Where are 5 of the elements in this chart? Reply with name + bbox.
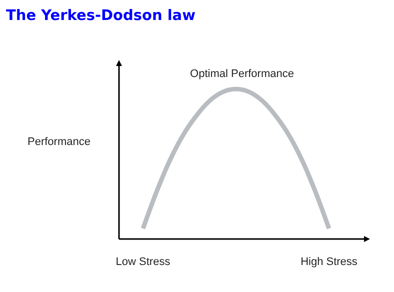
x-tick-label: High Stress [300,256,358,268]
y-axis-title: Performance [28,136,90,148]
text: Optimal Performance [190,68,294,80]
x-tick-label: Low Stress [116,256,171,268]
chart-title: The Yerkes-Dodson law [6,8,196,24]
